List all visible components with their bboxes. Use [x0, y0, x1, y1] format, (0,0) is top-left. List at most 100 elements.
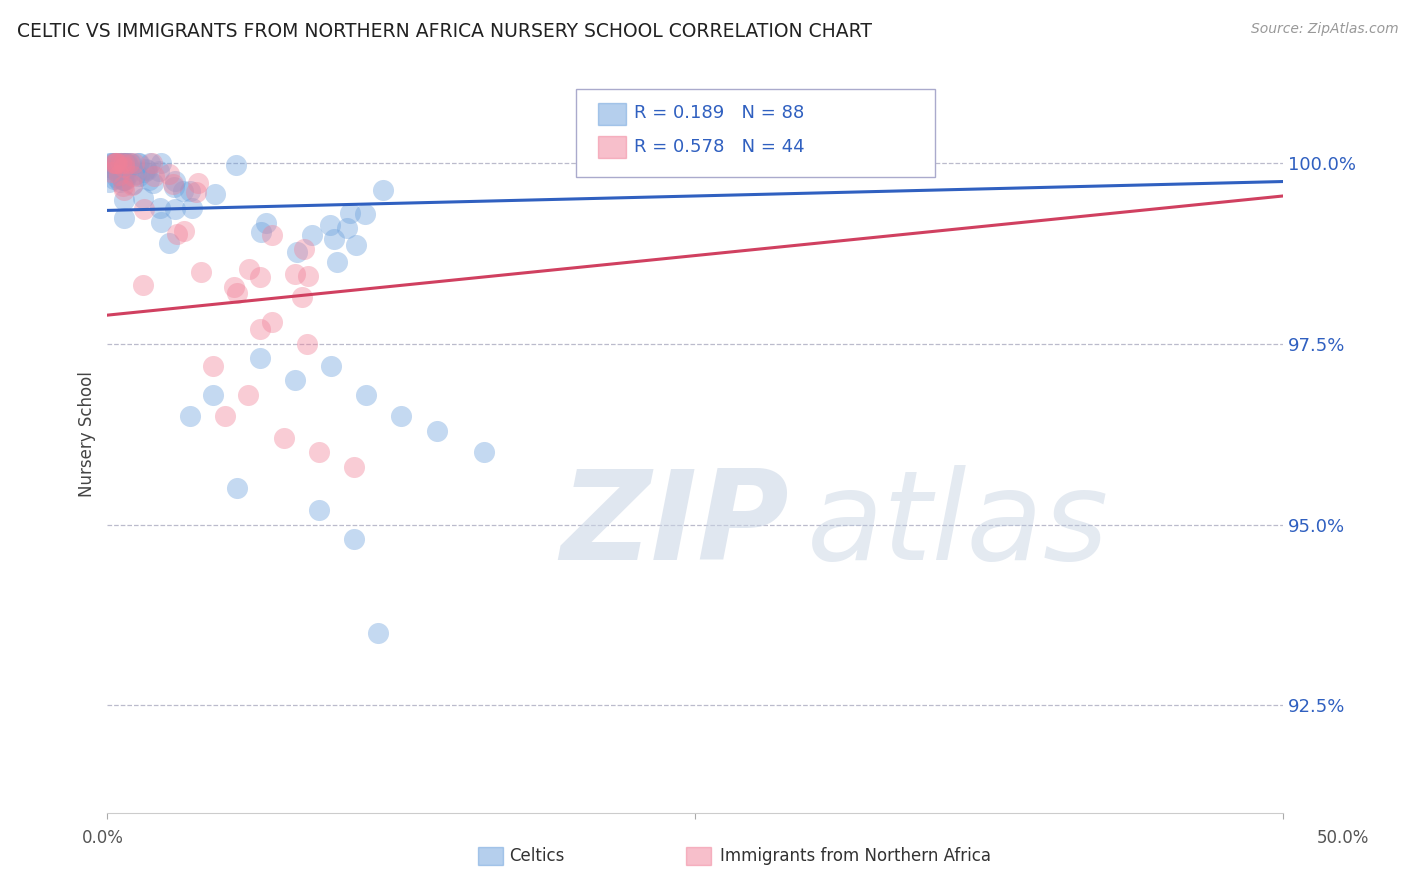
- Point: [110, 156, 132, 170]
- Point: [110, 156, 132, 170]
- Point: [112, 183, 135, 197]
- Point: [344, 238, 367, 252]
- Point: [104, 156, 127, 170]
- Point: [114, 162, 136, 177]
- Point: [181, 201, 204, 215]
- Point: [112, 156, 135, 170]
- Point: [262, 228, 284, 243]
- Point: [104, 156, 127, 170]
- Point: [141, 156, 163, 170]
- Point: [249, 351, 271, 366]
- Point: [139, 156, 162, 170]
- Point: [112, 173, 135, 187]
- Point: [115, 162, 138, 177]
- Point: [134, 202, 156, 216]
- Point: [131, 278, 153, 293]
- Point: [291, 290, 314, 304]
- Point: [273, 431, 295, 445]
- Point: [103, 172, 125, 186]
- Point: [128, 169, 150, 183]
- Point: [297, 337, 319, 351]
- Text: CELTIC VS IMMIGRANTS FROM NORTHERN AFRICA NURSERY SCHOOL CORRELATION CHART: CELTIC VS IMMIGRANTS FROM NORTHERN AFRIC…: [17, 22, 872, 41]
- Point: [339, 205, 361, 219]
- Point: [117, 158, 139, 172]
- Point: [319, 359, 342, 373]
- Point: [135, 163, 157, 178]
- Point: [120, 156, 142, 170]
- Point: [225, 286, 247, 301]
- Point: [166, 227, 188, 242]
- Point: [117, 156, 139, 170]
- Point: [149, 156, 172, 170]
- Point: [103, 162, 125, 177]
- Point: [172, 184, 194, 198]
- Point: [101, 156, 124, 170]
- Point: [190, 265, 212, 279]
- Point: [297, 268, 319, 283]
- Point: [325, 255, 347, 269]
- Point: [148, 164, 170, 178]
- Point: [284, 373, 307, 387]
- Point: [110, 156, 132, 170]
- Point: [111, 178, 134, 193]
- Point: [238, 262, 260, 277]
- Point: [125, 167, 148, 181]
- Point: [179, 184, 201, 198]
- Point: [112, 193, 135, 207]
- Point: [98, 175, 121, 189]
- Point: [128, 156, 150, 170]
- Point: [184, 185, 207, 199]
- Point: [214, 409, 236, 424]
- Point: [284, 267, 307, 281]
- Point: [367, 626, 389, 640]
- Point: [202, 387, 225, 401]
- Point: [159, 168, 181, 182]
- Point: [238, 387, 260, 401]
- Point: [165, 202, 187, 217]
- Point: [202, 359, 225, 373]
- Text: 50.0%: 50.0%: [1316, 829, 1369, 847]
- Point: [117, 167, 139, 181]
- Point: [249, 321, 271, 335]
- Point: [225, 482, 247, 496]
- Point: [110, 156, 132, 170]
- Point: [163, 180, 186, 194]
- Point: [107, 169, 129, 183]
- Point: [112, 156, 135, 170]
- Point: [142, 176, 165, 190]
- Point: [249, 270, 271, 285]
- Point: [354, 387, 377, 401]
- Point: [162, 178, 184, 192]
- Point: [110, 168, 132, 182]
- Point: [114, 156, 136, 170]
- Point: [121, 178, 143, 192]
- Text: Immigrants from Northern Africa: Immigrants from Northern Africa: [720, 847, 991, 865]
- Point: [292, 242, 315, 256]
- Point: [250, 225, 273, 239]
- Point: [111, 156, 134, 170]
- Point: [104, 156, 127, 170]
- Point: [122, 169, 145, 183]
- Point: [260, 315, 283, 329]
- Point: [118, 156, 141, 170]
- Point: [222, 279, 245, 293]
- Point: [115, 156, 138, 170]
- Point: [111, 173, 134, 187]
- Point: [100, 156, 122, 170]
- Point: [472, 445, 495, 459]
- Point: [114, 172, 136, 186]
- Point: [105, 164, 128, 178]
- Text: ZIP: ZIP: [560, 465, 789, 586]
- Point: [122, 177, 145, 191]
- Y-axis label: Nursery School: Nursery School: [79, 371, 96, 497]
- Point: [343, 459, 366, 474]
- Point: [112, 160, 135, 174]
- Point: [336, 221, 359, 235]
- Point: [132, 164, 155, 178]
- Text: atlas: atlas: [807, 465, 1109, 586]
- Point: [100, 165, 122, 179]
- Point: [157, 235, 180, 250]
- Point: [118, 161, 141, 175]
- Point: [97, 162, 120, 177]
- Point: [225, 158, 247, 172]
